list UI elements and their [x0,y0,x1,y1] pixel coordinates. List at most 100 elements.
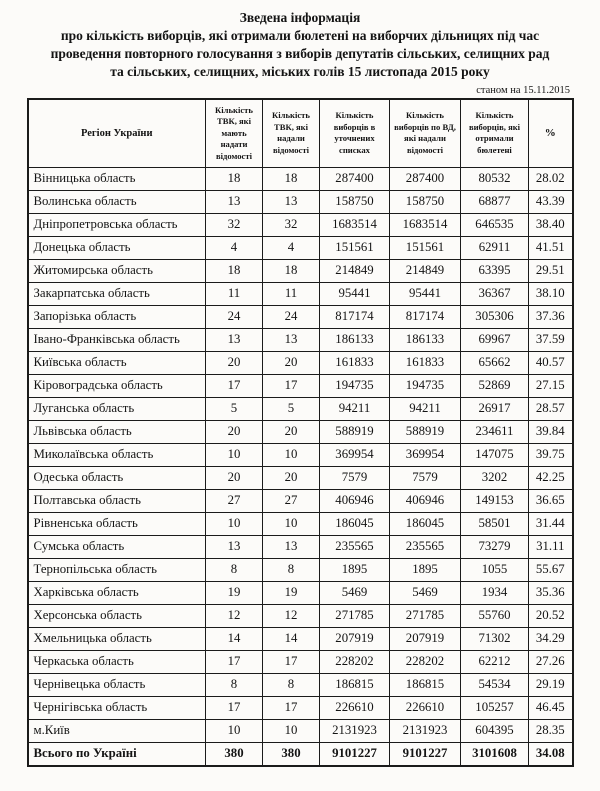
value-cell: 39.75 [528,442,573,467]
value-cell: 14 [205,626,263,651]
value-cell: 20.52 [528,603,573,628]
header-row: Регіон України Кількість ТВК, які мають … [27,98,573,168]
value-cell: 1895 [389,557,461,582]
value-cell: 94211 [389,396,461,421]
table-body: Вінницька область 18 18 287400 287400 80532 28… [27,166,573,743]
table-row: Рівненська область 10 10 186045 186045 58501 3… [27,511,573,536]
value-cell: 13 [262,534,320,559]
value-cell: 228202 [319,649,390,674]
value-cell: 69967 [460,327,529,352]
region-cell: Івано-Франківська область [27,327,206,352]
value-cell: 214849 [389,258,461,283]
value-cell: 20 [205,419,263,444]
value-cell: 27 [262,488,320,513]
table-row: Запорізька область 24 24 817174 817174 305306… [27,304,573,329]
value-cell: 4 [205,235,263,260]
value-cell: 31.44 [528,511,573,536]
value-cell: 37.59 [528,327,573,352]
value-cell: 29.19 [528,672,573,697]
region-cell: Тернопільська область [27,557,206,582]
value-cell: 28.57 [528,396,573,421]
value-cell: 35.36 [528,580,573,605]
region-cell: Херсонська область [27,603,206,628]
table-row: Дніпропетровська область 32 32 1683514 16835… [27,212,573,237]
value-cell: 646535 [460,212,529,237]
table-row: Вінницька область 18 18 287400 287400 80532 28… [27,166,573,191]
region-cell: Закарпатська область [27,281,206,306]
value-cell: 186045 [319,511,390,536]
value-cell: 186133 [319,327,390,352]
value-cell: 54534 [460,672,529,697]
table-row: Закарпатська область 11 11 95441 95441 36367 3… [27,281,573,306]
value-cell: 95441 [389,281,461,306]
value-cell: 5 [262,396,320,421]
value-cell: 161833 [319,350,390,375]
value-cell: 10 [205,442,263,467]
value-cell: 271785 [389,603,461,628]
value-cell: 38.10 [528,281,573,306]
value-cell: 17 [262,373,320,398]
value-cell: 27 [205,488,263,513]
value-cell: 95441 [319,281,390,306]
value-cell: 207919 [389,626,461,651]
value-cell: 29.51 [528,258,573,283]
value-cell: 1683514 [389,212,461,237]
value-cell: 147075 [460,442,529,467]
value-cell: 39.84 [528,419,573,444]
table-header: Регіон України Кількість ТВК, які мають … [27,98,573,168]
value-cell: 1895 [319,557,390,582]
value-cell: 38.40 [528,212,573,237]
value-cell: 817174 [389,304,461,329]
value-cell: 151561 [389,235,461,260]
value-cell: 34.29 [528,626,573,651]
value-cell: 17 [262,695,320,720]
value-cell: 234611 [460,419,529,444]
value-cell: 17 [205,373,263,398]
table-row: Харківська область 19 19 5469 5469 1934 35.36 [27,580,573,605]
value-cell: 1934 [460,580,529,605]
header-tvk-reported: Кількість ТВК, які надали відомості [262,98,320,168]
value-cell: 158750 [319,189,390,214]
value-cell: 17 [205,695,263,720]
table-row: Житомирська область 18 18 214849 214849 63395… [27,258,573,283]
value-cell: 27.15 [528,373,573,398]
region-cell: Луганська область [27,396,206,421]
header-voters-vd: Кількість виборців по ВД, які надали від… [389,98,461,168]
value-cell: 186133 [389,327,461,352]
total-row: Всього по Україні 380 380 9101227 910122… [27,741,573,767]
value-cell: 80532 [460,166,529,191]
value-cell: 604395 [460,718,529,743]
value-cell: 11 [262,281,320,306]
region-cell: Одеська область [27,465,206,490]
value-cell: 52869 [460,373,529,398]
value-cell: 20 [262,350,320,375]
value-cell: 11 [205,281,263,306]
value-cell: 2131923 [319,718,390,743]
value-cell: 31.11 [528,534,573,559]
value-cell: 24 [262,304,320,329]
value-cell: 17 [205,649,263,674]
value-cell: 1683514 [319,212,390,237]
value-cell: 18 [262,258,320,283]
region-cell: Дніпропетровська область [27,212,206,237]
total-tvk-reported: 380 [262,741,320,767]
value-cell: 55.67 [528,557,573,582]
value-cell: 12 [262,603,320,628]
value-cell: 588919 [319,419,390,444]
value-cell: 20 [262,419,320,444]
value-cell: 406946 [319,488,390,513]
region-cell: м.Київ [27,718,206,743]
value-cell: 18 [262,166,320,191]
region-cell: Хмельницька область [27,626,206,651]
value-cell: 10 [205,718,263,743]
value-cell: 305306 [460,304,529,329]
value-cell: 226610 [389,695,461,720]
table-row: Полтавська область 27 27 406946 406946 149153… [27,488,573,513]
value-cell: 588919 [389,419,461,444]
value-cell: 5469 [389,580,461,605]
voters-summary-table: Регіон України Кількість ТВК, які мають … [26,98,574,767]
value-cell: 71302 [460,626,529,651]
region-cell: Чернігівська область [27,695,206,720]
region-cell: Донецька область [27,235,206,260]
value-cell: 65662 [460,350,529,375]
